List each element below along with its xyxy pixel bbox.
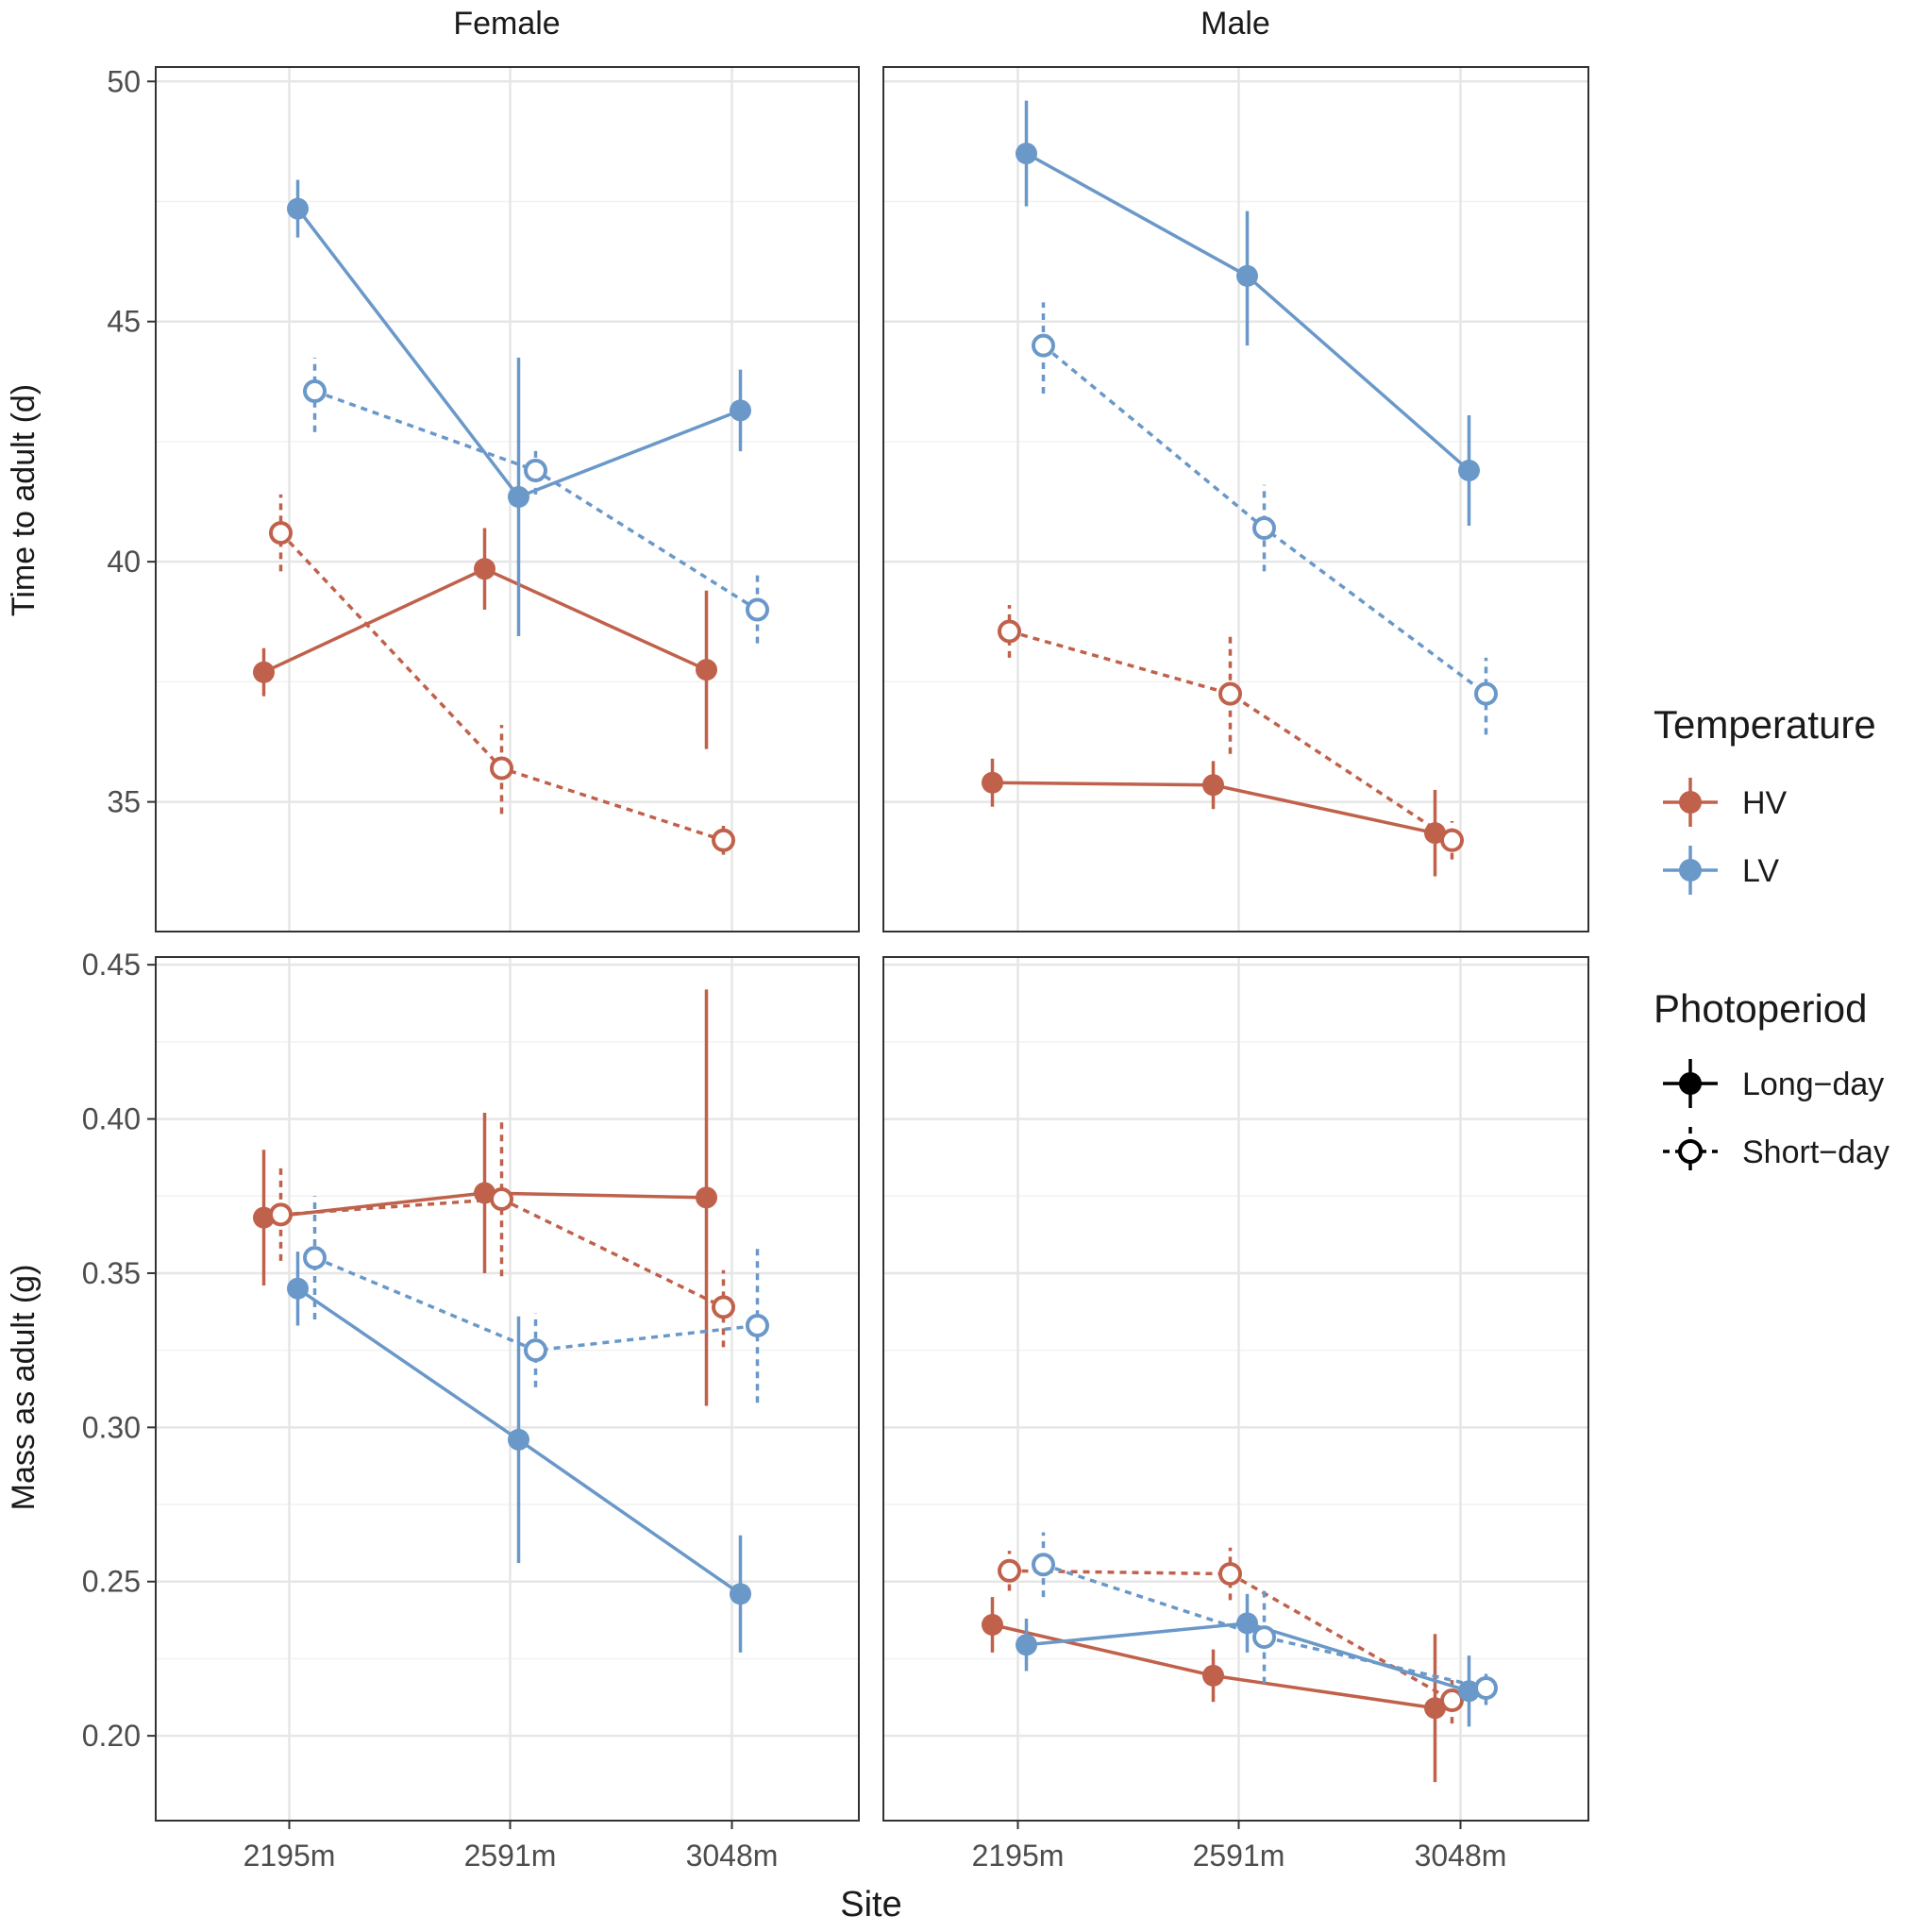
legend: Temperature HV LV Photoperiod Long−day xyxy=(1654,702,1889,1176)
row1-female-lv-long-day-point-2591m xyxy=(508,485,529,508)
row2-male-lv-short-day-point-2195m xyxy=(1032,1553,1055,1577)
x-tick-label-2195m: 2195m xyxy=(243,1839,336,1873)
row1-y-tick-label: 45 xyxy=(107,305,141,339)
x-tick-label-3048m: 3048m xyxy=(1415,1839,1507,1873)
panel-frames xyxy=(155,66,1589,1822)
x-tick-label-3048m: 3048m xyxy=(686,1839,779,1873)
y-axis-title-mass: Mass as adult (g) xyxy=(6,1265,42,1511)
row2-female-hv-short-day-point-2195m xyxy=(269,1202,293,1227)
x-tick-label-2591m: 2591m xyxy=(464,1839,557,1873)
legend-label-lv: LV xyxy=(1742,853,1779,889)
row1-male-hv-short-day-line xyxy=(1009,630,1453,842)
row2-female-lv-long-day-point-3048m xyxy=(730,1583,751,1605)
row1-female-hv-long-day-point-2195m xyxy=(253,661,275,683)
row2-female-lv-short-day-point-2591m xyxy=(524,1338,547,1363)
legend-key-long-day xyxy=(1663,1059,1718,1108)
legend-key-hv xyxy=(1663,778,1718,827)
axes-layer: 35 40 45 50 0.20 0.25 0.30 0.35 0.40 0.45 2195m 259… xyxy=(82,64,1507,1873)
grid-layer xyxy=(156,67,1588,1821)
row2-female-lv-long-day-point-2195m xyxy=(287,1277,309,1300)
row2-female-frame xyxy=(155,956,860,1822)
row2-y-tick-label: 0.25 xyxy=(82,1565,141,1599)
row2-y-tick-label: 0.30 xyxy=(82,1410,141,1444)
row1-female-lv-short-day-point-2195m xyxy=(303,379,327,403)
row1-male-hv-long-day-point-2591m xyxy=(1202,774,1224,797)
row1-female-hv-short-day-point-3048m xyxy=(712,828,735,852)
row2-male-lv-short-day-point-2591m xyxy=(1252,1625,1276,1650)
row1-male-lv-long-day-point-2195m xyxy=(1016,143,1037,165)
row2-male-lv-short-day-line xyxy=(1042,1563,1486,1690)
legend-label-long-day: Long−day xyxy=(1742,1067,1884,1102)
row1-female-lv-long-day-point-2195m xyxy=(287,197,309,220)
row2-y-tick-label: 0.40 xyxy=(82,1102,141,1136)
row1-male-hv-long-day-point-2195m xyxy=(982,771,1003,794)
row1-male-hv-short-day-point-3048m xyxy=(1440,828,1464,852)
row1-y-tick-label: 35 xyxy=(107,785,141,819)
legend-key-short-day xyxy=(1663,1127,1718,1176)
row1-y-tick-label: 50 xyxy=(107,64,141,98)
row2-female-hv-short-day-point-2591m xyxy=(490,1187,513,1212)
row2-male-frame xyxy=(882,956,1589,1822)
row2-y-tick-label: 0.20 xyxy=(82,1719,141,1753)
row1-female-hv-short-day-point-2591m xyxy=(490,756,513,781)
row1-female-hv-long-day-point-3048m xyxy=(696,659,717,681)
row2-male-lv-long-day-point-2195m xyxy=(1016,1634,1037,1656)
y-axis-title-time: Time to adult (d) xyxy=(6,384,42,616)
row2-male-hv-short-day-line xyxy=(1009,1569,1453,1703)
legend-key-hv-point xyxy=(1679,791,1702,814)
row2-male-hv-long-day-point-2195m xyxy=(982,1613,1003,1636)
row1-female-hv-short-day-point-2195m xyxy=(269,521,293,546)
row1-male-lv-short-day-point-2591m xyxy=(1252,516,1276,541)
row2-female-hv-short-day-point-3048m xyxy=(712,1295,735,1319)
row1-male-lv-long-day-point-2591m xyxy=(1236,264,1258,287)
row2-male-hv-long-day-point-2591m xyxy=(1202,1664,1224,1687)
row2-female-lv-short-day-point-3048m xyxy=(746,1314,769,1338)
row1-female-lv-long-day-point-3048m xyxy=(730,399,751,422)
legend-key-lv-point xyxy=(1679,859,1702,882)
x-tick-label-2195m: 2195m xyxy=(972,1839,1065,1873)
row2-male-hv-short-day-point-2195m xyxy=(998,1558,1021,1583)
row1-male-lv-short-day-point-3048m xyxy=(1474,681,1498,706)
row2-y-tick-label: 0.45 xyxy=(82,948,141,982)
strip-label-female: Female xyxy=(453,6,560,42)
row1-female-hv-long-day-point-2591m xyxy=(474,558,495,580)
row1-male-lv-short-day-point-2195m xyxy=(1032,333,1055,358)
strip-label-male: Male xyxy=(1200,6,1270,42)
row1-female-lv-short-day-point-2591m xyxy=(524,458,547,482)
series-layer xyxy=(253,100,1498,1783)
row1-male-hv-short-day-point-2591m xyxy=(1218,681,1242,706)
row1-y-tick-label: 40 xyxy=(107,545,141,579)
row1-female-lv-short-day-line xyxy=(313,389,759,612)
legend-key-lv xyxy=(1663,846,1718,895)
row1-female-hv-short-day-line xyxy=(279,531,725,842)
row2-y-tick-label: 0.35 xyxy=(82,1256,141,1290)
legend-label-hv: HV xyxy=(1742,785,1788,821)
row2-male-lv-short-day-point-3048m xyxy=(1474,1675,1498,1700)
row2-female-lv-short-day-point-2195m xyxy=(303,1246,327,1270)
legend-key-short-day-point xyxy=(1678,1139,1703,1164)
row1-female-frame xyxy=(155,66,860,932)
row2-male-hv-short-day-point-2591m xyxy=(1218,1562,1242,1587)
x-axis-title: Site xyxy=(840,1885,901,1924)
row2-female-lv-long-day-point-2591m xyxy=(508,1428,529,1451)
legend-title-photoperiod: Photoperiod xyxy=(1654,986,1868,1031)
row1-female-lv-short-day-point-3048m xyxy=(746,597,769,622)
row1-male-hv-short-day-point-2195m xyxy=(998,619,1021,644)
row2-male-hv-short-day-point-3048m xyxy=(1440,1688,1464,1713)
legend-key-long-day-point xyxy=(1679,1072,1702,1095)
legend-label-short-day: Short−day xyxy=(1742,1134,1889,1170)
row2-male-lv-long-day-point-2591m xyxy=(1236,1612,1258,1635)
row2-female-hv-long-day-point-3048m xyxy=(696,1186,717,1209)
x-tick-label-2591m: 2591m xyxy=(1193,1839,1285,1873)
row1-male-lv-long-day-point-3048m xyxy=(1458,459,1480,481)
row2-female-hv-short-day-line xyxy=(280,1197,725,1309)
row1-male-frame xyxy=(882,66,1589,932)
legend-title-temperature: Temperature xyxy=(1654,702,1876,747)
